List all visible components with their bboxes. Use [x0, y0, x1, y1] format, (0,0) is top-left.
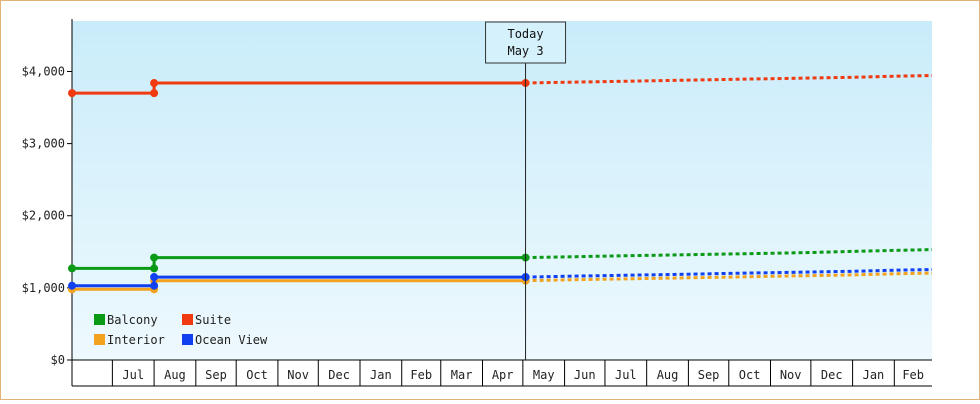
data-point-ocean-view: Ocean View Jun 2023: $1,030	[68, 281, 76, 290]
today-callout-box	[485, 21, 567, 64]
x-tick-label: May	[533, 368, 555, 382]
x-tick-label: Feb	[902, 368, 924, 382]
y-tick-label: $0	[51, 353, 65, 367]
x-tick-label: Aug	[657, 368, 679, 382]
legend-swatch-balcony	[94, 314, 105, 325]
data-point-suite: Suite Jun 2023: $3,700	[68, 89, 76, 98]
series-line-suite	[72, 81, 526, 95]
x-tick-label: Aug	[164, 368, 186, 382]
data-point-ocean-view: Ocean View Aug 2023: $1,030	[150, 281, 159, 290]
y-tick-label: $3,000	[22, 137, 65, 151]
x-tick-label: Dec	[821, 368, 843, 382]
legend-label-balcony: Balcony	[107, 313, 158, 327]
x-tick-label: Mar	[451, 368, 473, 382]
x-tick-label: Feb	[410, 368, 432, 382]
y-tick-label: $2,000	[22, 209, 65, 223]
x-tick-label: Jan	[370, 368, 392, 382]
x-tick-label: Sep	[205, 368, 227, 382]
y-tick-label: $4,000	[22, 64, 65, 78]
x-tick-label: Oct	[246, 368, 268, 382]
x-tick-label: Jul	[122, 368, 144, 382]
x-tick-label: Jan	[863, 368, 885, 382]
data-point-balcony: Balcony Aug 2023: $1,270	[150, 264, 159, 273]
data-point-suite: Suite Aug 2023: $3,700	[150, 89, 159, 98]
x-tick-label: Dec	[328, 368, 350, 382]
data-point-suite: Suite Aug 2023: $3,840	[150, 79, 159, 88]
x-tick-label: Oct	[739, 368, 761, 382]
series-forecast-ocean-view	[525, 268, 933, 279]
today-label: Today	[507, 27, 543, 41]
today-date-label: May 3	[507, 44, 543, 58]
legend-label-ocean-view: Ocean View	[195, 333, 268, 347]
series-forecast-interior	[525, 271, 933, 283]
legend-swatch-suite	[182, 314, 193, 325]
legend-swatch-ocean-view	[182, 334, 193, 345]
x-tick-label: Sep	[698, 368, 720, 382]
series-forecast-balcony	[525, 248, 933, 260]
x-tick-label: Nov	[780, 368, 802, 382]
data-point-balcony: Balcony Aug 2023: $1,420	[150, 253, 159, 262]
series-line-ocean-view	[72, 275, 526, 288]
data-point-ocean-view: Ocean View Aug 2023: $1,150	[150, 273, 159, 282]
x-tick-label: Jul	[615, 368, 637, 382]
legend-label-interior: Interior	[107, 333, 165, 347]
x-tick-label: Nov	[287, 368, 309, 382]
legend-swatch-interior	[94, 334, 105, 345]
data-point-balcony: Balcony Jun 2023: $1,270	[68, 264, 76, 273]
y-tick-label: $1,000	[22, 281, 65, 295]
x-tick-label: Jun	[574, 368, 596, 382]
x-tick-label: Apr	[492, 368, 514, 382]
legend-label-suite: Suite	[195, 313, 231, 327]
series-line-balcony	[72, 256, 526, 270]
series-forecast-suite	[525, 74, 933, 85]
plot-background	[72, 21, 932, 360]
